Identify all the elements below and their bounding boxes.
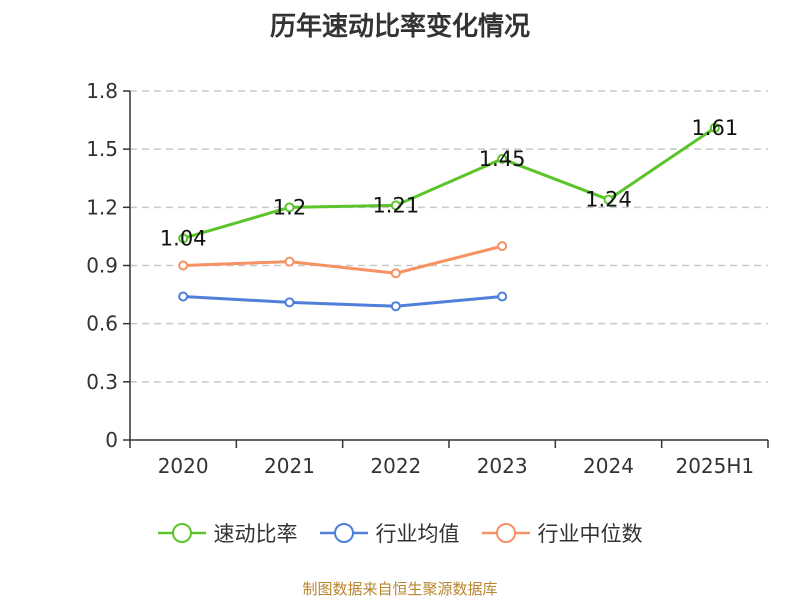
legend-marker-green <box>157 523 206 543</box>
legend-item-industry-median[interactable]: 行业中位数 <box>481 518 643 548</box>
x-tick-label: 2020 <box>158 454 209 478</box>
data-point <box>178 233 189 244</box>
data-point <box>390 268 401 279</box>
legend-item-industry-mean[interactable]: 行业均值 <box>319 518 460 548</box>
data-point <box>497 153 508 164</box>
data-point <box>284 297 295 308</box>
data-point <box>284 202 295 213</box>
data-point <box>390 200 401 211</box>
data-point <box>709 122 720 133</box>
x-tick-label: 2023 <box>477 454 528 478</box>
y-axis-ticks: 0 0.3 0.6 0.9 1.2 1.5 1.8 <box>86 79 130 452</box>
y-tick-label: 0.3 <box>86 370 118 394</box>
y-tick-label: 0.6 <box>86 312 118 336</box>
x-tick-label: 2025H1 <box>675 454 754 478</box>
series-lines <box>182 126 716 308</box>
legend-marker-orange <box>481 523 530 543</box>
x-tick-label: 2022 <box>370 454 421 478</box>
source-note: 制图数据来自恒生聚源数据库 <box>302 580 498 598</box>
data-label: 1.45 <box>479 147 526 171</box>
legend: 速动比率 行业均值 行业中位数 <box>0 518 800 548</box>
legend-label: 行业均值 <box>375 522 460 546</box>
series-line-1 <box>182 126 716 240</box>
x-tick-label: 2021 <box>264 454 315 478</box>
series-points <box>178 122 720 312</box>
data-point <box>284 256 295 267</box>
data-label: 1.61 <box>691 116 738 140</box>
x-tick-label: 2024 <box>583 454 634 478</box>
data-label: 1.21 <box>372 193 419 217</box>
chart-title: 历年速动比率变化情况 <box>269 12 530 42</box>
data-point <box>178 260 189 271</box>
x-axis-ticks: 2020 2021 2022 2023 2024 2025H1 <box>129 440 769 478</box>
y-tick-label: 0 <box>105 428 118 452</box>
data-point <box>497 291 508 302</box>
data-point <box>603 194 614 205</box>
data-labels: 1.04 1.2 1.21 1.45 1.24 1.61 <box>160 116 738 251</box>
series-line-3 <box>183 244 503 275</box>
legend-label: 行业中位数 <box>537 522 643 546</box>
grid-lines <box>130 90 768 383</box>
data-label: 1.24 <box>585 188 632 212</box>
data-point <box>390 301 401 312</box>
data-label: 1.04 <box>160 226 207 250</box>
series-line-2 <box>183 295 503 308</box>
legend-marker-blue <box>319 523 368 543</box>
y-tick-label: 1.8 <box>86 79 118 103</box>
legend-item-quick-ratio[interactable]: 速动比率 <box>157 518 298 548</box>
legend-label: 速动比率 <box>213 522 298 546</box>
y-tick-label: 1.5 <box>86 137 118 161</box>
data-point <box>178 291 189 302</box>
y-tick-label: 0.9 <box>86 254 118 278</box>
data-point <box>497 241 508 252</box>
data-label: 1.2 <box>273 195 306 219</box>
y-tick-label: 1.2 <box>86 195 118 219</box>
